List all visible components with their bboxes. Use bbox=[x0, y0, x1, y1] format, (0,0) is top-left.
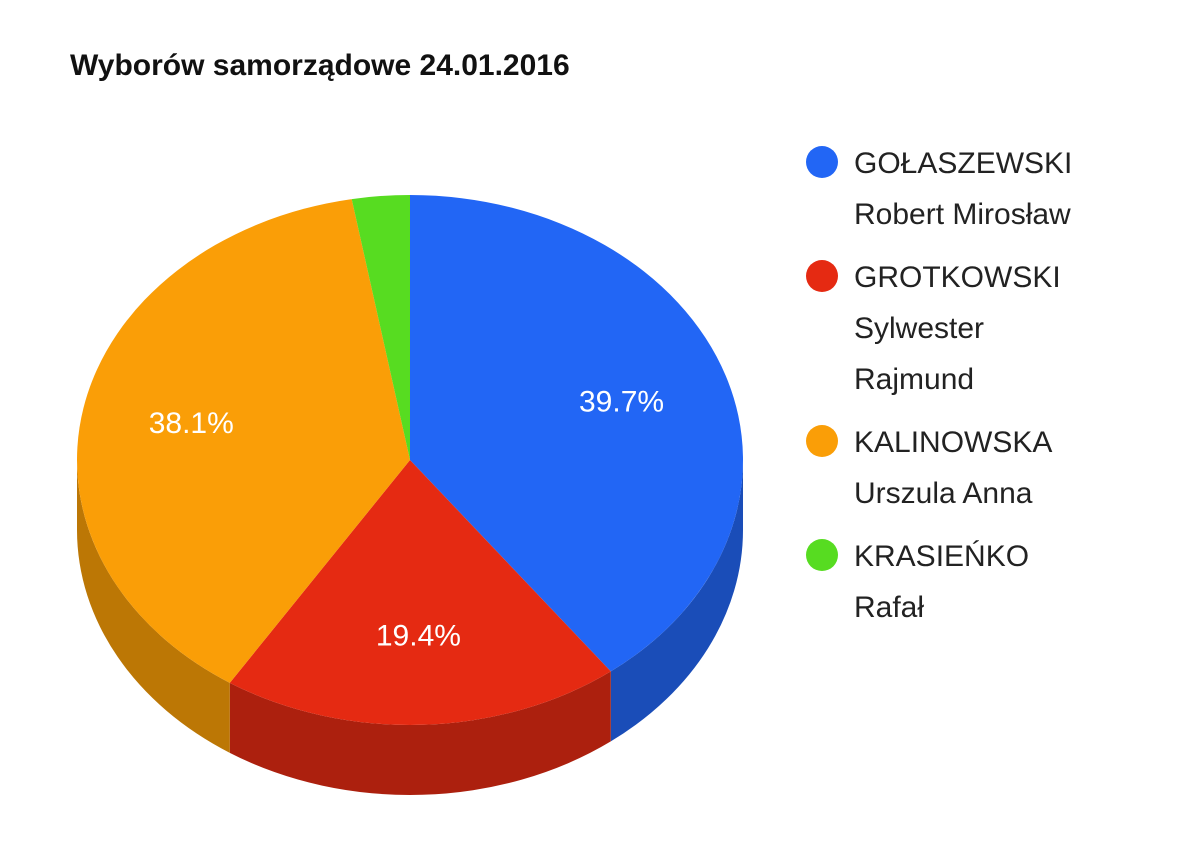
slice bbox=[410, 195, 743, 672]
legend-label: KALINOWSKA Urszula Anna bbox=[854, 426, 1051, 510]
slice bbox=[351, 195, 410, 460]
legend-item: KRASIEŃKO Rafał bbox=[800, 531, 1140, 633]
slice bbox=[76, 199, 410, 683]
legend-marker bbox=[806, 146, 838, 178]
slice-side bbox=[229, 671, 611, 796]
value-label: 39.7% bbox=[579, 385, 664, 418]
legend-label: GROTKOWSKI Sylwester Rajmund bbox=[854, 261, 1061, 396]
legend-label: KRASIEŃKO Rafał bbox=[854, 540, 1030, 624]
slice-side bbox=[610, 460, 743, 742]
value-label: 19.4% bbox=[376, 619, 461, 652]
legend-item: KALINOWSKA Urszula Anna bbox=[800, 417, 1140, 519]
legend-marker bbox=[806, 539, 838, 571]
slice-side bbox=[77, 460, 230, 753]
legend-item: GROTKOWSKI Sylwester Rajmund bbox=[800, 252, 1140, 405]
chart-title: Wyborów samorządowe 24.01.2016 bbox=[70, 49, 570, 82]
legend-marker bbox=[806, 260, 838, 292]
legend-label: GOŁASZEWSKI Robert Mirosław bbox=[854, 147, 1073, 231]
legend-marker bbox=[806, 425, 838, 457]
legend: GOŁASZEWSKI Robert Mirosław GROTKOWSKI Sy… bbox=[800, 138, 1140, 645]
legend-item: GOŁASZEWSKI Robert Mirosław bbox=[800, 138, 1140, 240]
value-label: 38.1% bbox=[149, 407, 234, 440]
slice bbox=[229, 460, 611, 725]
